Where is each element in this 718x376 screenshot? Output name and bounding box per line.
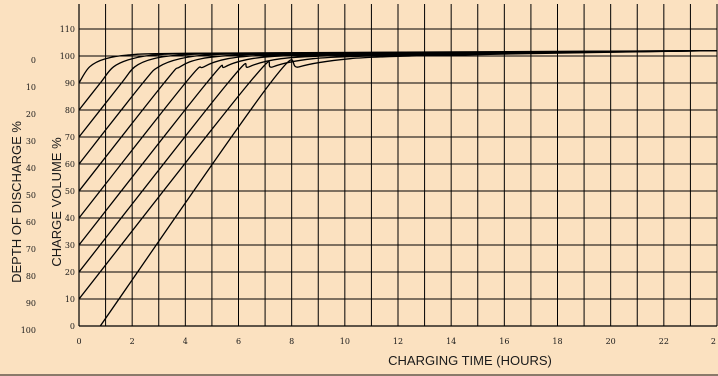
x-tick-labels: 0 2 4 6 8 10 12 14 16 18 20 22 2 (76, 337, 716, 346)
secondary-y-axis-label: DEPTH OF DISCHARGE % (9, 121, 24, 283)
y-tick-label: 50 (65, 187, 75, 196)
y-tick-label: 40 (65, 214, 75, 223)
x-tick-label: 6 (236, 337, 241, 346)
y-axis-label: CHARGE VOLUME % (49, 137, 64, 267)
x-tick-label: 16 (499, 337, 509, 346)
dod-tick-label: 30 (26, 137, 36, 146)
dod-tick-label: 20 (26, 110, 36, 119)
y-tick-label: 10 (65, 295, 75, 304)
dod-tick-label: 90 (26, 299, 36, 308)
dod-tick-label: 10 (26, 83, 36, 92)
x-tick-label: 4 (183, 337, 188, 346)
x-tick-label: 18 (552, 337, 562, 346)
x-tick-label: 10 (340, 337, 350, 346)
y-tick-label: 30 (65, 241, 75, 250)
dod-tick-label: 70 (26, 245, 36, 254)
charge-curve (99, 49, 718, 327)
x-tick-label: 2 (130, 337, 135, 346)
x-tick-label: 8 (289, 337, 294, 346)
y-tick-label: 0 (70, 322, 75, 331)
y-tick-label: 20 (65, 268, 75, 277)
dod-tick-label: 100 (21, 326, 36, 335)
y-tick-label: 90 (65, 79, 75, 88)
dod-tick-label: 80 (26, 272, 36, 281)
x-tick-label: 14 (446, 337, 456, 346)
x-axis-label: CHARGING TIME (HOURS) (388, 353, 552, 368)
y-tick-labels: 0 10 20 30 40 50 60 70 80 90 100 110 (60, 25, 75, 331)
dod-tick-label: 0 (31, 56, 36, 65)
dod-tick-label: 60 (26, 218, 36, 227)
bottom-rule (0, 374, 718, 376)
dod-tick-labels: 0 10 20 30 40 50 60 70 80 90 100 (21, 56, 36, 335)
y-tick-label: 60 (65, 160, 75, 169)
y-tick-label: 70 (65, 133, 75, 142)
dod-tick-label: 40 (26, 164, 36, 173)
y-tick-label: 80 (65, 106, 75, 115)
x-tick-label: 12 (393, 337, 403, 346)
y-tick-label: 110 (60, 25, 75, 34)
x-tick-label: 2 (711, 337, 716, 346)
y-tick-label: 100 (60, 52, 75, 61)
x-tick-label: 20 (606, 337, 616, 346)
x-tick-label: 22 (659, 337, 669, 346)
x-tick-label: 0 (76, 337, 81, 346)
dod-tick-label: 50 (26, 191, 36, 200)
series-lines (78, 49, 718, 327)
